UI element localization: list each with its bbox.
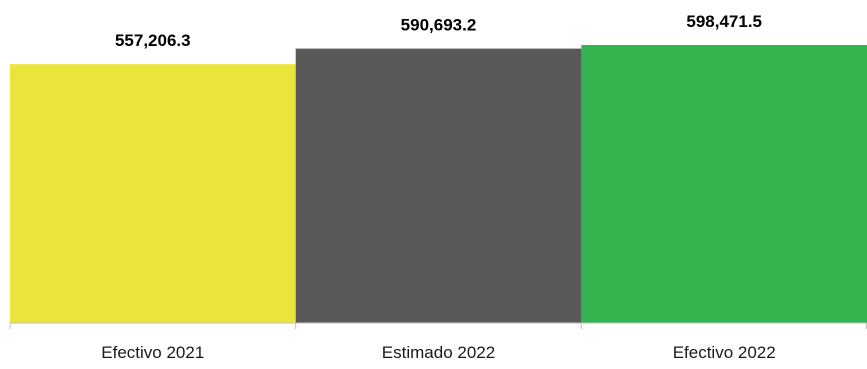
x-tick-label-2: Estimado 2022 [382,343,495,362]
value-labels-layer: 557,206.3 590,693.2 598,471.5 [115,12,762,50]
bar-2 [295,48,582,323]
bar-value-label-1: 557,206.3 [115,31,191,50]
bar-3 [581,45,867,323]
bar-value-label-3: 598,471.5 [686,12,762,31]
bar-value-label-2: 590,693.2 [401,16,477,35]
x-tick-label-1: Efectivo 2021 [101,343,204,362]
bar-1 [10,64,296,323]
x-axis [9,322,867,329]
x-tick-label-3: Efectivo 2022 [673,343,776,362]
bars-layer [10,45,867,323]
x-tick-labels-layer: Efectivo 2021 Estimado 2022 Efectivo 2022 [101,343,775,362]
